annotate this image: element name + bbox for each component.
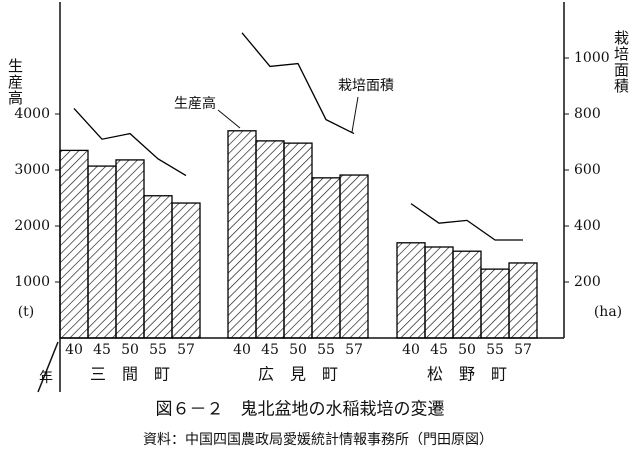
- x-tick-label: 50: [458, 342, 476, 358]
- bar: [227, 130, 257, 339]
- annotation: 栽培面積: [338, 78, 394, 94]
- chart-title: 図６－２ 鬼北盆地の水稲栽培の変遷: [156, 400, 445, 420]
- group-label: 広 見 町: [258, 365, 338, 384]
- line: [410, 203, 523, 241]
- x-tick-label: 40: [233, 342, 251, 358]
- bar: [508, 262, 538, 339]
- bar: [283, 142, 313, 339]
- x-tick-label: 50: [289, 342, 307, 358]
- annotation-leader: [351, 96, 359, 133]
- y-tick-label: 3000: [14, 162, 50, 178]
- x-tick-label: 40: [65, 342, 83, 358]
- bar: [255, 140, 285, 339]
- y-tick-label: 4000: [14, 106, 50, 122]
- bar: [452, 250, 482, 339]
- y2-axis-unit: (ha): [594, 304, 622, 320]
- x-tick-label: 45: [261, 342, 279, 358]
- bar: [311, 177, 341, 339]
- bar: [87, 165, 117, 339]
- y2-tick-label: 400: [574, 218, 601, 234]
- line: [241, 32, 355, 135]
- x-tick-label: 50: [121, 342, 139, 358]
- x-tick-label: 55: [149, 342, 167, 358]
- x-tick-label: 57: [177, 342, 195, 358]
- annotation: 生産高: [174, 95, 216, 112]
- y-tick-label: 1000: [14, 274, 50, 290]
- line: [73, 107, 187, 177]
- y-axis-unit: (t): [18, 304, 35, 320]
- chart-source: 資料：中国四国農政局愛媛統計情報事務所（門田原図）: [143, 432, 493, 448]
- annotation-leader: [217, 109, 241, 129]
- bar: [424, 246, 454, 339]
- x-tick-label: 57: [345, 342, 363, 358]
- group-label: 松 野 町: [427, 365, 507, 384]
- y2-tick-label: 1000: [574, 50, 610, 66]
- x-tick-label: 55: [317, 342, 335, 358]
- bar: [339, 174, 369, 339]
- group-label: 三 間 町: [90, 365, 170, 384]
- x-tick-label: 45: [430, 342, 448, 358]
- bar: [143, 195, 173, 339]
- x-tick-label: 40: [402, 342, 420, 358]
- y-axis-label: 生産高: [6, 58, 24, 106]
- y2-tick-label: 800: [574, 106, 601, 122]
- bar: [59, 149, 89, 339]
- bar: [396, 242, 426, 339]
- bar: [480, 268, 510, 339]
- x-tick-label: 57: [514, 342, 532, 358]
- x-tick-label: 55: [486, 342, 504, 358]
- y2-axis-label: 栽培面積: [612, 30, 630, 94]
- x-axis-label: 年: [39, 370, 53, 386]
- y2-tick-label: 200: [574, 274, 601, 290]
- y-tick-label: 2000: [14, 218, 50, 234]
- bar: [171, 202, 201, 339]
- x-tick-label: 45: [93, 342, 111, 358]
- y2-tick-label: 600: [574, 162, 601, 178]
- bar: [115, 159, 145, 339]
